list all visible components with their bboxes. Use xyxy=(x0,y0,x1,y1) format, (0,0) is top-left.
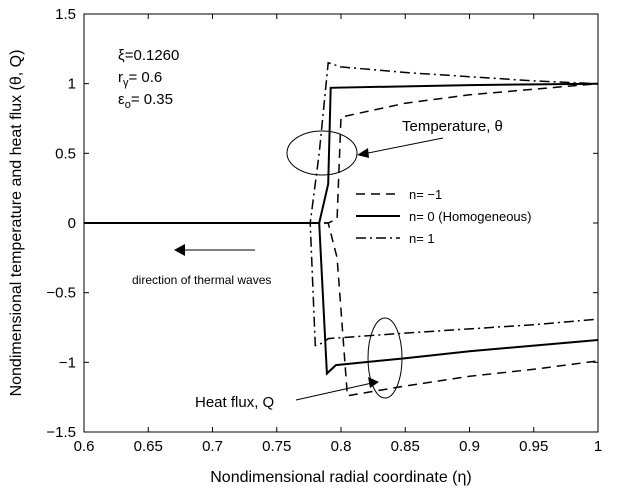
legend-label-1: n= 0 (Homogeneous) xyxy=(409,209,532,224)
x-tick-label: 0.85 xyxy=(391,438,420,455)
temperature-label: Temperature, θ xyxy=(402,118,503,135)
y-tick-label: 1.5 xyxy=(55,6,76,23)
epsilon-subscript: o xyxy=(125,99,131,111)
y-tick-label: 0.5 xyxy=(55,145,76,162)
direction-arrow-head xyxy=(174,244,185,256)
r-gamma-symbol: r xyxy=(118,69,123,86)
temperature-ellipse xyxy=(286,130,358,176)
axis-ticks: 0.6 0.65 0.7 0.75 0.8 0.85 0.9 0.95 1 −1.5 −1 −0.5 0… xyxy=(46,6,602,455)
xi-annotation: ξ=0.1260 xyxy=(118,47,179,64)
heat-flux-arrow-head xyxy=(368,377,379,388)
direction-label: direction of thermal waves xyxy=(132,273,271,287)
x-tick-label: 0.6 xyxy=(74,438,95,455)
epsilon-symbol: ε xyxy=(118,91,125,108)
x-tick-label: 0.8 xyxy=(331,438,352,455)
series-line-heat-flux-1 xyxy=(84,222,599,376)
y-tick-label: −0.5 xyxy=(46,285,76,302)
r-gamma-value: = 0.6 xyxy=(129,69,163,86)
x-tick-label: 0.75 xyxy=(262,438,291,455)
epsilon-value: = 0.35 xyxy=(131,91,173,108)
legend-label-2: n= 1 xyxy=(409,231,435,246)
series-line-heat-flux-2 xyxy=(84,222,599,347)
x-tick-label: 0.65 xyxy=(134,438,163,455)
temperature-arrow-line xyxy=(362,137,444,155)
r-gamma-subscript: γ xyxy=(123,77,129,89)
series-layer xyxy=(84,61,599,397)
x-tick-label: 0.9 xyxy=(459,438,480,455)
y-tick-label: −1.5 xyxy=(46,424,76,441)
heat-flux-label: Heat flux, Q xyxy=(195,394,274,411)
heat-flux-ellipse xyxy=(367,317,403,399)
series-line-temperature-0 xyxy=(84,82,599,224)
legend: n= −1 n= 0 (Homogeneous) n= 1 xyxy=(356,187,532,246)
x-tick-label: 1 xyxy=(594,438,602,455)
x-tick-label: 0.7 xyxy=(202,438,223,455)
y-tick-label: 0 xyxy=(68,215,76,232)
series-line-heat-flux-0 xyxy=(84,222,599,397)
legend-label-0: n= −1 xyxy=(409,187,442,202)
y-axis-label: Nondimensional temperature and heat flux… xyxy=(8,50,25,397)
series-line-temperature-2 xyxy=(84,61,599,224)
x-tick-label: 0.95 xyxy=(519,438,548,455)
epsilon-annotation: εo= 0.35 xyxy=(118,91,173,111)
x-axis-label: Nondimensional radial coordinate (η) xyxy=(210,469,471,486)
y-tick-label: −1 xyxy=(59,354,76,371)
heat-flux-arrow-line xyxy=(295,382,373,401)
y-tick-label: 1 xyxy=(68,76,76,93)
temperature-arrow-head xyxy=(357,148,369,158)
r-gamma-annotation: rγ= 0.6 xyxy=(118,69,162,89)
